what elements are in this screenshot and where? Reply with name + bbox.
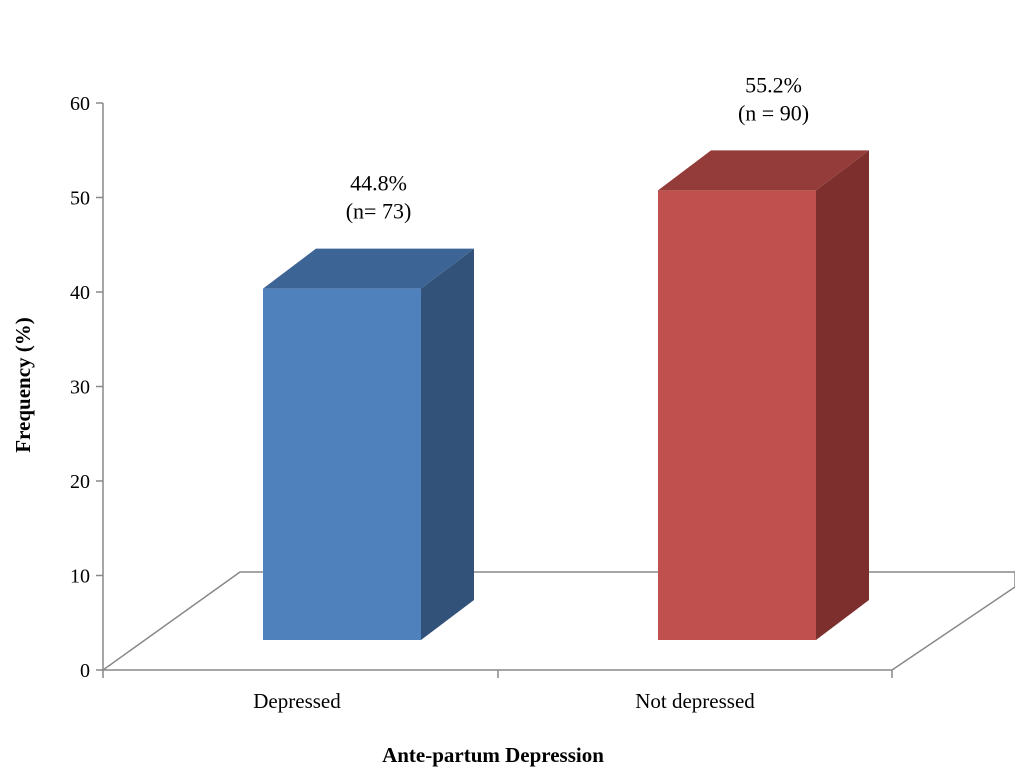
bar-top-face — [263, 248, 474, 289]
y-tick-label: 50 — [70, 188, 90, 210]
bar-depressed — [263, 248, 474, 640]
x-axis-group: Depressed Not depressed — [102, 670, 893, 713]
data-label-count: (n= 73) — [346, 199, 412, 224]
y-tick-label: 30 — [70, 377, 90, 399]
labels-group: 44.8% (n= 73) 55.2% (n = 90) — [346, 72, 809, 223]
bar-front-face — [263, 288, 421, 640]
bar-side-face — [816, 150, 869, 641]
y-axis-group: 0 10 20 30 40 50 60 — [70, 93, 104, 682]
floor-group — [100, 571, 1015, 671]
y-tick-label: 40 — [70, 282, 90, 304]
y-tick-label: 20 — [70, 471, 90, 493]
chart-floor — [100, 571, 1015, 671]
y-tick-label: 60 — [70, 93, 90, 115]
bar-not-depressed — [658, 150, 869, 641]
x-axis-title: Ante-partum Depression — [382, 743, 604, 767]
data-label-percent: 55.2% — [745, 72, 802, 97]
y-tick-label: 10 — [70, 566, 90, 588]
y-axis-title: Frequency (%) — [11, 317, 35, 453]
x-tick-label: Not depressed — [635, 689, 755, 713]
data-label-count: (n = 90) — [738, 100, 809, 125]
bar-front-face — [658, 190, 816, 641]
data-label-percent: 44.8% — [350, 171, 407, 196]
y-tick-label: 0 — [80, 660, 90, 682]
bars-group — [263, 150, 869, 641]
bar-top-face — [658, 150, 869, 191]
x-tick-label: Depressed — [253, 689, 341, 713]
bar-side-face — [421, 248, 474, 640]
